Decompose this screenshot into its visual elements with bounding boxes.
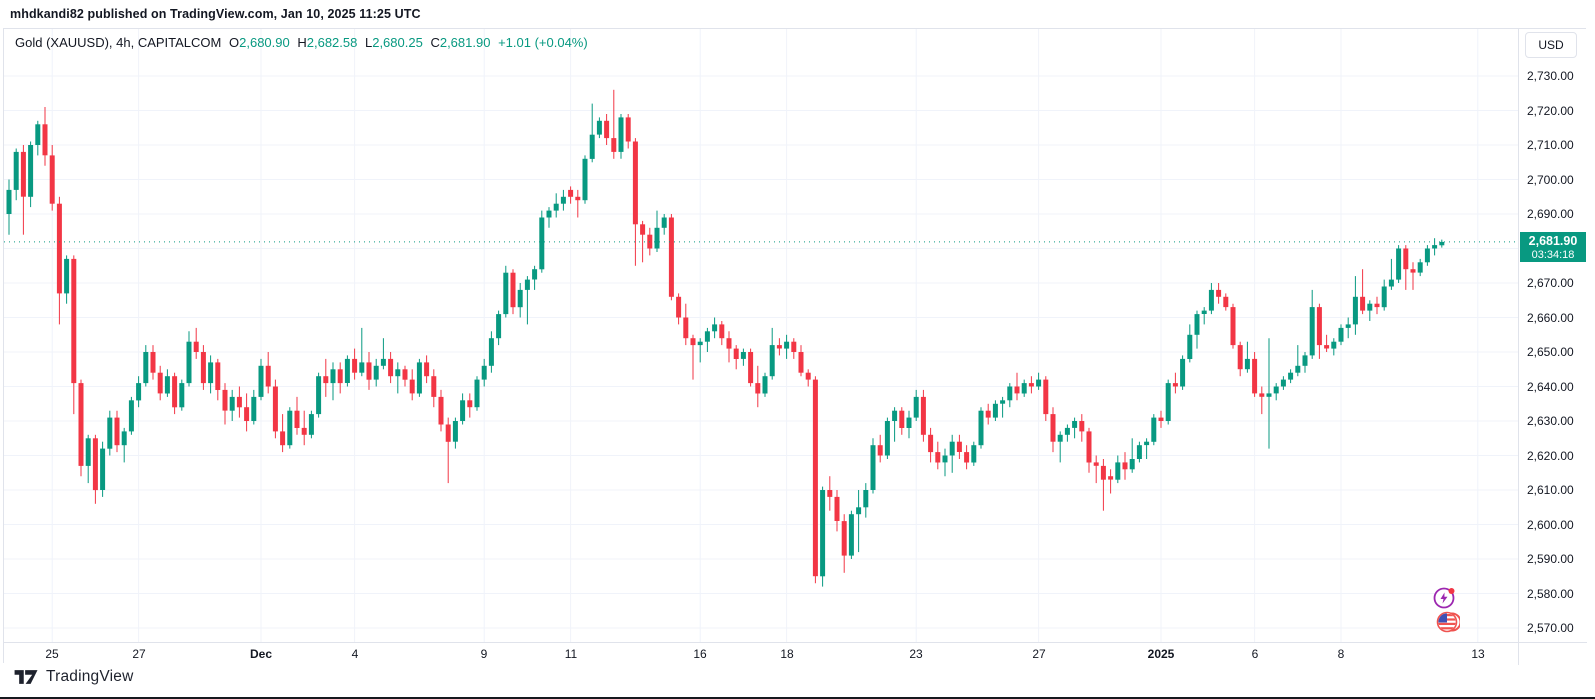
price-change: +1.01 (+0.04%) xyxy=(498,35,588,50)
us-flag-event-icon[interactable] xyxy=(1436,610,1460,634)
price-tick-label: 2,690.00 xyxy=(1527,207,1574,221)
time-tick-label: 2025 xyxy=(1147,647,1175,661)
axis-corner-divider xyxy=(1518,643,1519,665)
price-tick-label: 2,720.00 xyxy=(1527,104,1574,118)
time-tick-label: 23 xyxy=(909,647,923,661)
ohlc-high: H2,682.58 xyxy=(297,35,358,50)
tradingview-logo[interactable]: TradingView xyxy=(14,666,134,688)
time-tick-label: Dec xyxy=(249,647,273,661)
price-tick-label: 2,660.00 xyxy=(1527,311,1574,325)
time-tick-label: 6 xyxy=(1251,647,1259,661)
currency-toggle-button[interactable]: USD xyxy=(1525,32,1577,58)
price-tick-label: 2,610.00 xyxy=(1527,483,1574,497)
ohlc-open: O2,680.90 xyxy=(229,35,290,50)
time-tick-label: 8 xyxy=(1337,647,1345,661)
time-tick-label: 4 xyxy=(351,647,359,661)
time-tick-label: 9 xyxy=(480,647,488,661)
price-tick-label: 2,620.00 xyxy=(1527,449,1574,463)
price-tick-label: 2,580.00 xyxy=(1527,587,1574,601)
ohlc-low: L2,680.25 xyxy=(364,35,423,50)
symbol-title: Gold (XAUUSD), 4h, CAPITALCOM xyxy=(15,35,222,50)
price-tick-label: 2,590.00 xyxy=(1527,552,1574,566)
current-price-badge: 2,681.90 03:34:18 xyxy=(1520,232,1586,262)
price-tick-label: 2,650.00 xyxy=(1527,345,1574,359)
candlestick-plot[interactable] xyxy=(4,29,1518,642)
price-tick-label: 2,600.00 xyxy=(1527,518,1574,532)
ohlc-close: C2,681.90 xyxy=(430,35,491,50)
price-tick-label: 2,700.00 xyxy=(1527,173,1574,187)
economic-event-lightning-icon[interactable] xyxy=(1432,586,1456,610)
time-tick-label: 13 xyxy=(1471,647,1485,661)
symbol-legend[interactable]: Gold (XAUUSD), 4h, CAPITALCOM O2,680.90 … xyxy=(15,35,592,50)
current-price-value: 2,681.90 xyxy=(1528,234,1578,248)
price-tick-label: 2,640.00 xyxy=(1527,380,1574,394)
price-axis[interactable]: USD 2,681.90 03:34:18 2,730.00 2,720.00 2,… xyxy=(1518,29,1586,642)
price-tick-label: 2,670.00 xyxy=(1527,276,1574,290)
tradingview-logo-icon xyxy=(14,670,38,684)
window-bottom-edge xyxy=(0,697,1595,699)
attribution-text: mhdkandi82 published on TradingView.com,… xyxy=(10,7,421,21)
price-tick-label: 2,630.00 xyxy=(1527,414,1574,428)
tradingview-logo-text: TradingView xyxy=(46,668,134,685)
price-tick-label: 2,710.00 xyxy=(1527,138,1574,152)
time-tick-label: 27 xyxy=(132,647,146,661)
time-axis[interactable]: 25 27 Dec 4 9 11 16 18 23 27 2025 6 8 13 xyxy=(4,642,1587,665)
bar-countdown: 03:34:18 xyxy=(1531,249,1575,261)
time-tick-label: 25 xyxy=(45,647,59,661)
chart-container: Gold (XAUUSD), 4h, CAPITALCOM O2,680.90 … xyxy=(3,28,1587,665)
time-tick-label: 16 xyxy=(693,647,707,661)
time-tick-label: 11 xyxy=(564,647,578,661)
time-tick-label: 18 xyxy=(780,647,794,661)
price-tick-label: 2,570.00 xyxy=(1527,621,1574,635)
time-tick-label: 27 xyxy=(1032,647,1046,661)
price-tick-label: 2,730.00 xyxy=(1527,69,1574,83)
